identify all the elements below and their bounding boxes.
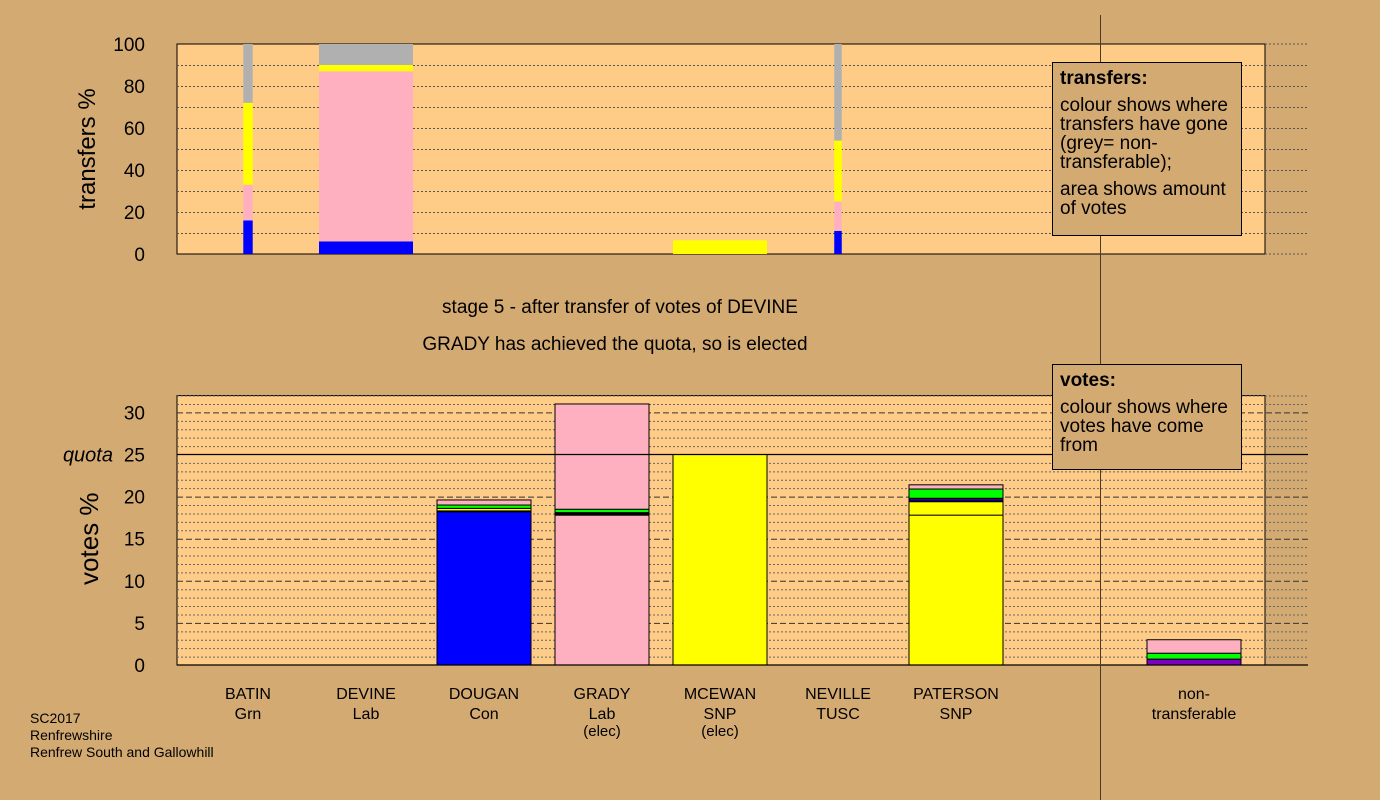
candidate-party-label: Con bbox=[469, 706, 498, 723]
election-code: SC2017 bbox=[30, 710, 81, 726]
candidate-name-label: DEVINE bbox=[336, 686, 396, 703]
transfer-bar-segment-neville-nontransferable bbox=[834, 44, 842, 141]
candidate-name-label: DOUGAN bbox=[449, 686, 519, 703]
vote-bar-segment-paterson-snp bbox=[908, 501, 1004, 516]
transfer-bar-segment-batin-con bbox=[243, 220, 253, 254]
votes-ytick-label: 0 bbox=[134, 656, 145, 677]
votes-y-axis-label: votes % bbox=[74, 492, 104, 585]
votes-legend-title: votes: bbox=[1060, 370, 1116, 391]
transfers-ytick-label: 60 bbox=[124, 119, 145, 140]
quota-label: quota bbox=[63, 445, 113, 467]
transfers-ytick-label: 40 bbox=[124, 161, 145, 182]
candidate-name-label: NEVILLE bbox=[805, 686, 871, 703]
vote-bar-segment-grady-grn bbox=[554, 508, 650, 514]
votes-legend-text: colour shows where votes have come from bbox=[1060, 397, 1228, 456]
vote-bar-segment-paterson-lab bbox=[908, 484, 1004, 490]
candidate-elected-label: (elec) bbox=[583, 723, 621, 740]
transfers-ytick-label: 20 bbox=[124, 203, 145, 224]
vote-bar-segment-paterson-snp bbox=[908, 514, 1004, 666]
votes-ytick-label: 10 bbox=[124, 572, 145, 593]
transfer-bar-segment-devine-snp bbox=[319, 65, 413, 72]
transfers-legend: transfers: colour shows where transfers … bbox=[1052, 62, 1242, 236]
candidate-party-label: Grn bbox=[235, 706, 262, 723]
vote-bar-segment-grady-lab bbox=[554, 514, 650, 666]
candidate-name-label: BATIN bbox=[225, 686, 271, 703]
transfers-legend-text-2: area shows amount of votes bbox=[1060, 179, 1226, 219]
candidate-party-label: SNP bbox=[940, 706, 973, 723]
stage-title: stage 5 - after transfer of votes of DEV… bbox=[442, 297, 798, 318]
candidate-party-label: TUSC bbox=[816, 706, 860, 723]
elected-note: GRADY has achieved the quota, so is elec… bbox=[422, 334, 807, 355]
transfers-y-axis-label: transfers % bbox=[74, 88, 101, 209]
candidate-party-label: SNP bbox=[704, 706, 737, 723]
transfer-bar-segment-mcewan-snp bbox=[673, 240, 767, 254]
transfers-legend-title: transfers: bbox=[1060, 68, 1148, 89]
transfer-bar-segment-devine-lab bbox=[319, 71, 413, 242]
candidate-name-label: MCEWAN bbox=[684, 686, 756, 703]
vote-bar-segment-dougan-lab bbox=[436, 499, 532, 506]
votes-ytick-label: 20 bbox=[124, 488, 145, 509]
election-info: SC2017 Renfrewshire Renfrew South and Ga… bbox=[30, 710, 214, 761]
votes-ytick-label: 25 bbox=[124, 446, 145, 467]
vote-bar-segment-dougan-con bbox=[436, 511, 532, 666]
transfer-bar-segment-neville-snp bbox=[834, 140, 842, 202]
candidate-party-label: Lab bbox=[589, 706, 616, 723]
transfer-bar-segment-batin-nontransferable bbox=[243, 44, 253, 103]
transfers-ytick-label: 80 bbox=[124, 77, 145, 98]
candidate-elected-label: (elec) bbox=[701, 723, 739, 740]
nontransferable-label-line1: non- bbox=[1178, 686, 1210, 703]
transfer-bar-segment-devine-con bbox=[319, 241, 413, 254]
transfer-bar-segment-batin-lab bbox=[243, 184, 253, 221]
vote-bar-segment-paterson-grn bbox=[908, 488, 1004, 499]
candidate-name-label: GRADY bbox=[574, 686, 631, 703]
votes-ytick-label: 15 bbox=[124, 530, 145, 551]
council-name: Renfrewshire bbox=[30, 727, 113, 743]
transfers-legend-text-1: colour shows where transfers have gone (… bbox=[1060, 95, 1228, 173]
votes-legend: votes: colour shows where votes have com… bbox=[1052, 364, 1242, 470]
votes-ytick-label: 30 bbox=[124, 403, 145, 424]
transfer-bar-segment-devine-nontransferable bbox=[319, 44, 413, 65]
candidate-name-label: PATERSON bbox=[913, 686, 999, 703]
transfer-bar-segment-neville-con bbox=[834, 230, 842, 254]
nontransferable-bar-segment-grn bbox=[1146, 652, 1242, 660]
nontransferable-bar-segment-other bbox=[1146, 658, 1242, 666]
votes-panel: 0 5 10 15 20 25 30 votes % BATIN Grn DEVINE Lab DOUG… bbox=[63, 395, 1308, 740]
nontransferable-label-line2: transferable bbox=[1152, 706, 1237, 723]
transfer-bar-segment-batin-snp bbox=[243, 102, 253, 185]
vote-bar-segment-dougan-grn bbox=[436, 504, 532, 509]
vote-bar-segment-mcewan-snp bbox=[672, 454, 768, 666]
ward-name: Renfrew South and Gallowhill bbox=[30, 744, 214, 760]
votes-ytick-label: 5 bbox=[134, 614, 145, 635]
transfer-bar-segment-neville-lab bbox=[834, 201, 842, 231]
transfers-ytick-label: 100 bbox=[113, 35, 145, 56]
nontransferable-bar-segment-lab bbox=[1146, 639, 1242, 654]
candidate-party-label: Lab bbox=[353, 706, 380, 723]
transfers-ytick-label: 0 bbox=[134, 245, 145, 266]
vote-bar-segment-grady-lab bbox=[554, 403, 650, 510]
